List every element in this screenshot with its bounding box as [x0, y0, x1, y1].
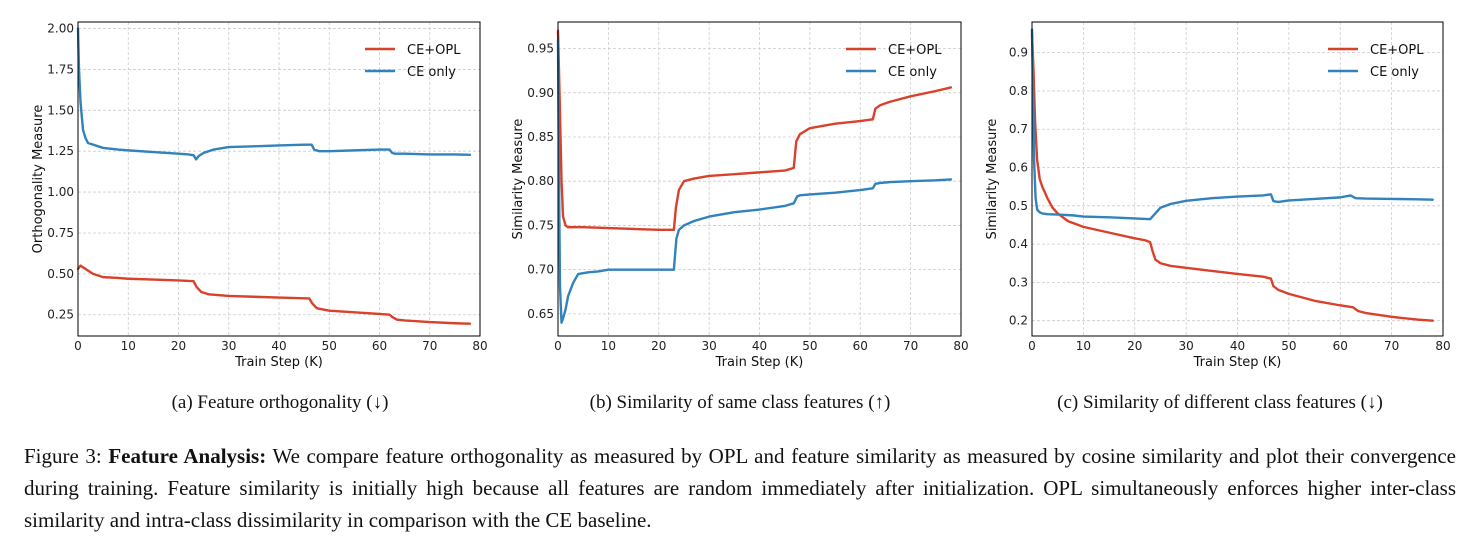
- y-tick-label: 0.70: [527, 263, 554, 277]
- plot-frame: [557, 21, 962, 337]
- x-tick-label: 40: [752, 339, 767, 353]
- x-tick-label: 0: [554, 339, 562, 353]
- x-tick-label: 60: [1333, 339, 1348, 353]
- x-tick-label: 70: [422, 339, 437, 353]
- y-tick-label: 1.25: [47, 144, 74, 158]
- y-tick-label: 0.8: [1009, 84, 1028, 98]
- y-tick-label: 0.50: [47, 267, 74, 281]
- y-tick-label: 1.75: [47, 62, 74, 76]
- x-axis-label: Train Step (K): [234, 355, 323, 370]
- series-line-ce-only: [1030, 28, 1434, 221]
- figure-caption: Figure 3: Feature Analysis: We compare f…: [24, 440, 1456, 536]
- x-tick-label: 20: [1127, 339, 1142, 353]
- plot-frame: [77, 21, 481, 337]
- y-tick-label: 1.00: [47, 185, 74, 199]
- legend-label: CE only: [888, 65, 937, 80]
- y-tick-label: 0.2: [1009, 314, 1028, 328]
- y-tick-label: 0.6: [1009, 161, 1028, 175]
- x-tick-label: 10: [1076, 339, 1091, 353]
- y-tick-label: 0.3: [1009, 275, 1028, 289]
- x-tick-label: 50: [1281, 339, 1296, 353]
- x-tick-label: 60: [853, 339, 868, 353]
- y-tick-label: 0.9: [1009, 46, 1028, 60]
- x-tick-label: 0: [74, 339, 82, 353]
- x-tick-label: 50: [322, 339, 337, 353]
- y-tick-label: 0.7: [1009, 122, 1028, 136]
- legend-label: CE+OPL: [407, 43, 461, 58]
- y-tick-label: 2.00: [47, 22, 74, 36]
- legend-label: CE only: [407, 65, 456, 80]
- series-line-ce-only: [556, 38, 953, 324]
- x-tick-label: 40: [1230, 339, 1245, 353]
- x-tick-label: 20: [171, 339, 186, 353]
- y-tick-label: 0.90: [527, 86, 554, 100]
- x-tick-label: 80: [953, 339, 968, 353]
- x-tick-label: 0: [1028, 339, 1036, 353]
- x-tick-label: 80: [472, 339, 487, 353]
- x-tick-label: 30: [1178, 339, 1193, 353]
- x-tick-label: 20: [651, 339, 666, 353]
- y-axis-label: Orthogonality Measure: [31, 105, 46, 254]
- subcaption-a: (a) Feature orthogonality (↓): [171, 392, 389, 413]
- y-axis-label: Similarity Measure: [511, 119, 526, 240]
- subcaption-c: (c) Similarity of different class featur…: [1057, 392, 1383, 413]
- y-tick-label: 0.75: [527, 218, 554, 232]
- y-tick-label: 0.85: [527, 130, 554, 144]
- series-line-ce-opl: [76, 264, 472, 325]
- legend-label: CE+OPL: [1370, 43, 1424, 58]
- chart-panel-1: 0.25 0.50 0.75 1.00 1.25 1.50 1.75 2.00 0 10 20 30 4…: [31, 21, 488, 370]
- figure-label: Figure 3:: [24, 444, 102, 468]
- caption-title: Feature Analysis:: [108, 444, 267, 468]
- series-line-ce-only: [76, 27, 472, 161]
- y-tick-label: 1.50: [47, 103, 74, 117]
- y-tick-label: 0.95: [527, 42, 554, 56]
- chart-panel-2: 0.65 0.70 0.75 0.80 0.85 0.90 0.95 0 10 20 30 40 50 6…: [511, 21, 969, 370]
- y-axis-label: Similarity Measure: [985, 119, 1000, 240]
- x-tick-label: 30: [701, 339, 716, 353]
- y-tick-label: 0.80: [527, 174, 554, 188]
- caption-text: We compare feature orthogonality as meas…: [24, 444, 1457, 532]
- y-tick-label: 0.5: [1009, 199, 1028, 213]
- plot-frame: [1031, 21, 1444, 337]
- legend: CE+OPL CE only: [1328, 43, 1424, 80]
- x-axis-label: Train Step (K): [1193, 355, 1282, 370]
- subcaption-b: (b) Similarity of same class features (↑…: [589, 392, 891, 413]
- charts-canvas: 0.250.500.751.001.251.501.752.000 10 20 30 4…: [31, 21, 1451, 370]
- legend: CE+OPL CE only: [365, 43, 461, 80]
- legend: CE+OPL CE only: [846, 43, 942, 80]
- y-tick-label: 0.4: [1009, 237, 1028, 251]
- y-tick-label: 0.75: [47, 226, 74, 240]
- x-tick-label: 40: [271, 339, 286, 353]
- x-tick-label: 70: [903, 339, 918, 353]
- x-tick-label: 60: [372, 339, 387, 353]
- x-tick-label: 50: [802, 339, 817, 353]
- legend-label: CE only: [1370, 65, 1419, 80]
- x-axis-label: Train Step (K): [715, 355, 804, 370]
- series-line-ce-opl: [556, 29, 953, 232]
- chart-panel-3: 0.2 0.3 0.4 0.5 0.6 0.7 0.8 0.9 0 10 20 30 40 50 60 70 8…: [985, 21, 1451, 370]
- series-line-ce-opl: [1030, 32, 1434, 322]
- y-tick-label: 0.25: [47, 308, 74, 322]
- x-tick-label: 70: [1384, 339, 1399, 353]
- x-tick-label: 10: [121, 339, 136, 353]
- x-tick-label: 10: [601, 339, 616, 353]
- legend-label: CE+OPL: [888, 43, 942, 58]
- x-tick-label: 80: [1435, 339, 1450, 353]
- x-tick-label: 30: [221, 339, 236, 353]
- y-tick-label: 0.65: [527, 307, 554, 321]
